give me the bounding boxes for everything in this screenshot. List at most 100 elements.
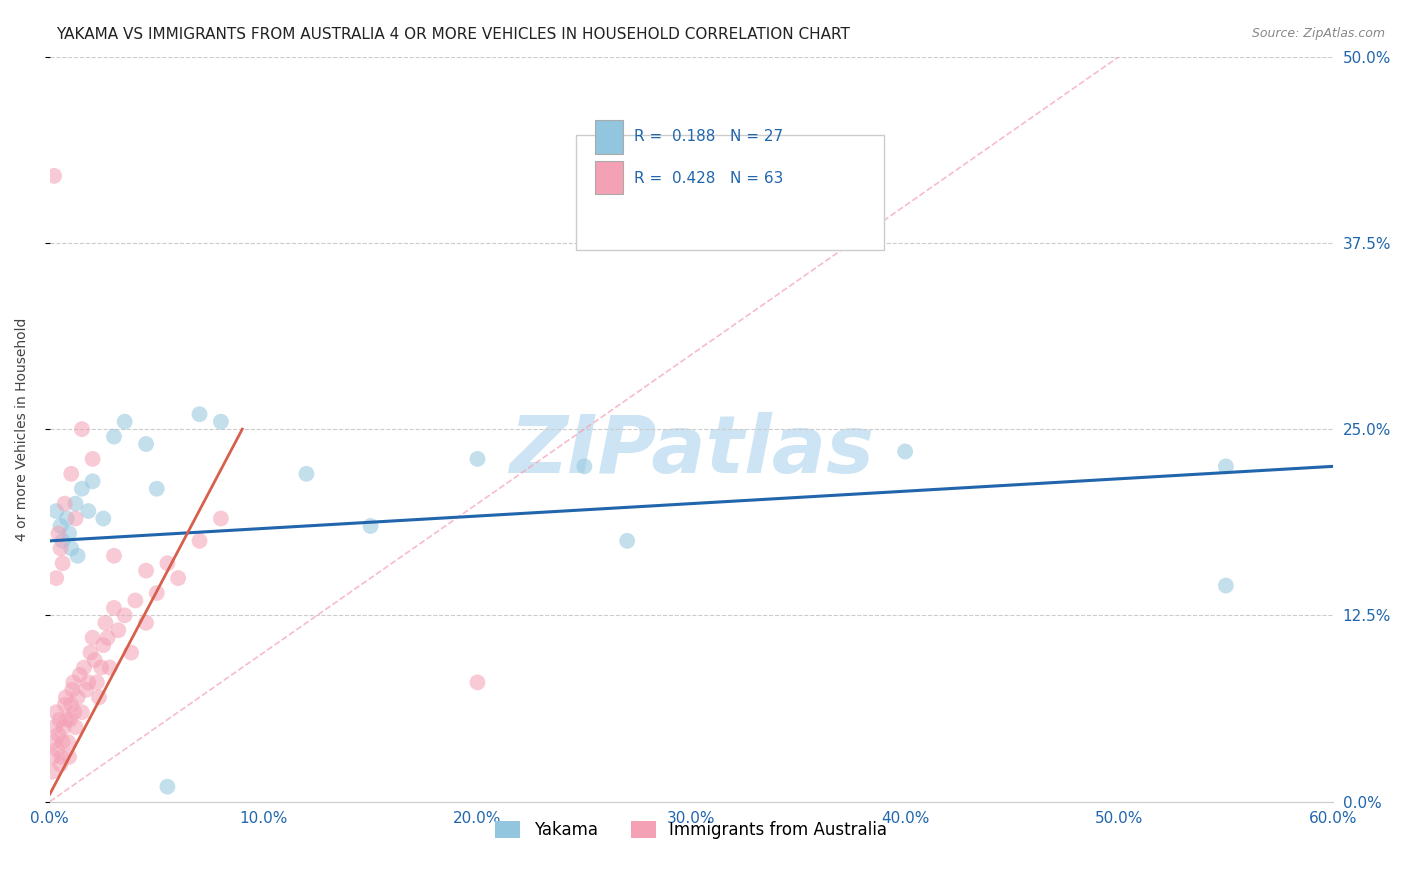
Point [90, 660, 112, 674]
Point [66, 690, 89, 705]
Point [145, 586, 167, 600]
Point [51, 750, 73, 764]
Point [135, 615, 157, 630]
Point [77, 504, 100, 518]
Point [45, 705, 67, 719]
Point [52, 735, 75, 749]
Point [42, 169, 65, 183]
FancyBboxPatch shape [576, 135, 884, 251]
Text: R =  0.428   N = 63: R = 0.428 N = 63 [634, 170, 783, 186]
Point [616, 533, 638, 548]
Point [69, 668, 91, 682]
Point [49, 757, 72, 772]
Point [82, 631, 104, 645]
Point [295, 467, 318, 481]
Point [53, 497, 76, 511]
Point [52, 556, 75, 570]
Point [59, 713, 82, 727]
Point [55, 690, 77, 705]
Point [82, 451, 104, 466]
Point [58, 526, 80, 541]
Point [66, 549, 89, 563]
Point [45, 504, 67, 518]
Point [360, 519, 382, 533]
Point [167, 571, 190, 585]
Point [87, 690, 110, 705]
Text: Source: ZipAtlas.com: Source: ZipAtlas.com [1251, 27, 1385, 40]
Point [114, 608, 136, 623]
Point [145, 482, 167, 496]
Point [63, 705, 86, 719]
Point [58, 750, 80, 764]
Point [91, 638, 114, 652]
Point [120, 646, 142, 660]
Point [83, 653, 105, 667]
Text: R =  0.188   N = 27: R = 0.188 N = 27 [634, 128, 783, 144]
Point [41, 764, 63, 779]
Point [103, 601, 125, 615]
Legend: Yakama, Immigrants from Australia: Yakama, Immigrants from Australia [489, 814, 894, 846]
Point [56, 735, 79, 749]
Point [49, 519, 72, 533]
Point [49, 541, 72, 556]
Point [156, 556, 179, 570]
Point [60, 698, 83, 712]
Y-axis label: 4 or more Vehicles in Household: 4 or more Vehicles in Household [15, 318, 30, 541]
Point [73, 660, 96, 674]
Bar [595, 161, 623, 194]
Point [45, 571, 67, 585]
Point [82, 475, 104, 489]
Point [48, 526, 70, 541]
Point [70, 705, 93, 719]
Point [60, 682, 83, 697]
Point [188, 407, 211, 421]
Point [135, 564, 157, 578]
Point [60, 541, 83, 556]
Point [114, 415, 136, 429]
Point [209, 511, 232, 525]
Text: ZIPatlas: ZIPatlas [509, 412, 873, 491]
Point [124, 593, 146, 607]
Point [60, 467, 83, 481]
Point [46, 742, 69, 756]
Point [1215, 578, 1237, 592]
Point [135, 437, 157, 451]
Point [103, 429, 125, 443]
Point [56, 713, 79, 727]
Point [48, 727, 70, 741]
Point [77, 675, 100, 690]
Point [894, 444, 917, 458]
Point [98, 660, 121, 674]
Point [52, 720, 75, 734]
Bar [595, 120, 623, 153]
Point [79, 646, 101, 660]
Point [467, 451, 489, 466]
Point [1215, 459, 1237, 474]
Point [188, 533, 211, 548]
Point [103, 549, 125, 563]
Point [44, 720, 66, 734]
Point [91, 511, 114, 525]
Point [48, 713, 70, 727]
Point [42, 735, 65, 749]
Point [62, 675, 84, 690]
Point [209, 415, 232, 429]
Point [467, 675, 489, 690]
Point [75, 682, 97, 697]
Point [156, 780, 179, 794]
Point [65, 497, 87, 511]
Point [107, 624, 129, 638]
Point [70, 482, 93, 496]
Point [574, 459, 596, 474]
Point [65, 511, 87, 525]
Point [42, 750, 65, 764]
Point [97, 631, 120, 645]
Point [52, 533, 75, 548]
Point [94, 615, 117, 630]
Point [56, 511, 79, 525]
Text: YAKAMA VS IMMIGRANTS FROM AUSTRALIA 4 OR MORE VEHICLES IN HOUSEHOLD CORRELATION : YAKAMA VS IMMIGRANTS FROM AUSTRALIA 4 OR… [56, 27, 851, 42]
Point [70, 422, 93, 436]
Point [86, 675, 108, 690]
Point [65, 720, 87, 734]
Point [53, 698, 76, 712]
